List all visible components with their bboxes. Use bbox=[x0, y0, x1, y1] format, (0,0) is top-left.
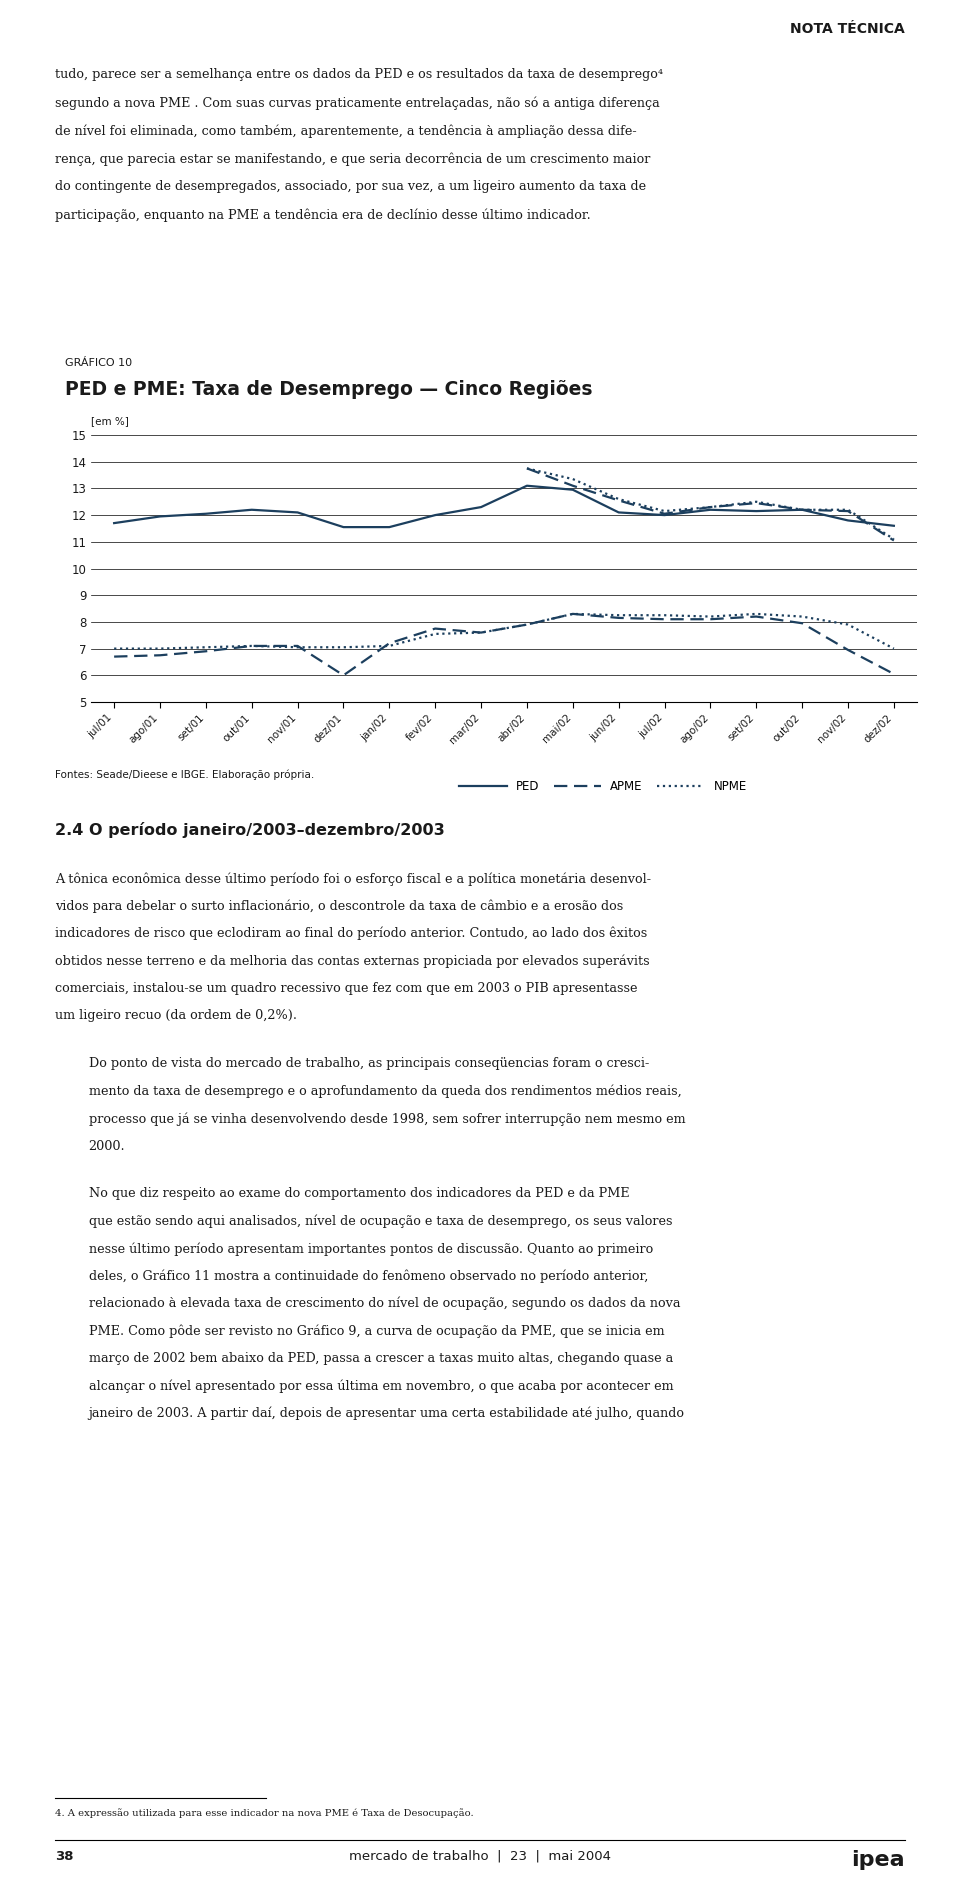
Legend: PED, APME, NPME: PED, APME, NPME bbox=[454, 775, 752, 798]
Text: 4. A expressão utilizada para esse indicador na nova PME é Taxa de Desocupação.: 4. A expressão utilizada para esse indic… bbox=[55, 1809, 473, 1818]
Text: alcançar o nível apresentado por essa última em novembro, o que acaba por aconte: alcançar o nível apresentado por essa úl… bbox=[88, 1380, 673, 1393]
Text: A tônica econômica desse último período foi o esforço fiscal e a política monetá: A tônica econômica desse último período … bbox=[55, 871, 651, 886]
Text: participação, enquanto na PME a tendência era de declínio desse último indicador: participação, enquanto na PME a tendênci… bbox=[55, 209, 590, 222]
Text: vidos para debelar o surto inflacionário, o descontrole da taxa de câmbio e a er: vidos para debelar o surto inflacionário… bbox=[55, 900, 623, 913]
Text: PME. Como pôde ser revisto no Gráfico 9, a curva de ocupação da PME, que se inic: PME. Como pôde ser revisto no Gráfico 9,… bbox=[88, 1325, 664, 1338]
Text: um ligeiro recuo (da ordem de 0,2%).: um ligeiro recuo (da ordem de 0,2%). bbox=[55, 1009, 297, 1022]
Text: tudo, parece ser a semelhança entre os dados da PED e os resultados da taxa de d: tudo, parece ser a semelhança entre os d… bbox=[55, 68, 663, 81]
Text: março de 2002 bem abaixo da PED, passa a crescer a taxas muito altas, chegando q: março de 2002 bem abaixo da PED, passa a… bbox=[88, 1351, 673, 1364]
Text: segundo a nova PME . Com suas curvas praticamente entrelaçadas, não só a antiga : segundo a nova PME . Com suas curvas pra… bbox=[55, 96, 660, 109]
Text: GRÁFICO 10: GRÁFICO 10 bbox=[64, 358, 132, 369]
Text: 2000.: 2000. bbox=[88, 1139, 125, 1152]
Text: obtidos nesse terreno e da melhoria das contas externas propiciada por elevados : obtidos nesse terreno e da melhoria das … bbox=[55, 954, 650, 967]
Text: indicadores de risco que eclodiram ao final do período anterior. Contudo, ao lad: indicadores de risco que eclodiram ao fi… bbox=[55, 928, 647, 941]
Text: do contingente de desempregados, associado, por sua vez, a um ligeiro aumento da: do contingente de desempregados, associa… bbox=[55, 181, 646, 194]
Text: janeiro de 2003. A partir daí, depois de apresentar uma certa estabilidade até j: janeiro de 2003. A partir daí, depois de… bbox=[88, 1408, 684, 1421]
Text: mercado de trabalho  |  23  |  mai 2004: mercado de trabalho | 23 | mai 2004 bbox=[349, 1850, 611, 1863]
Text: 38: 38 bbox=[55, 1850, 74, 1863]
Text: deles, o Gráfico 11 mostra a continuidade do fenômeno observado no período anter: deles, o Gráfico 11 mostra a continuidad… bbox=[88, 1270, 648, 1284]
Text: relacionado à elevada taxa de crescimento do nível de ocupação, segundo os dados: relacionado à elevada taxa de cresciment… bbox=[88, 1297, 680, 1310]
Text: processo que já se vinha desenvolvendo desde 1998, sem sofrer interrupção nem me: processo que já se vinha desenvolvendo d… bbox=[88, 1112, 685, 1125]
Text: rença, que parecia estar se manifestando, e que seria decorrência de um crescime: rença, que parecia estar se manifestando… bbox=[55, 152, 650, 166]
Text: comerciais, instalou-se um quadro recessivo que fez com que em 2003 o PIB aprese: comerciais, instalou-se um quadro recess… bbox=[55, 982, 637, 996]
Text: de nível foi eliminada, como também, aparentemente, a tendência à ampliação dess: de nível foi eliminada, como também, apa… bbox=[55, 124, 636, 137]
Text: mento da taxa de desemprego e o aprofundamento da queda dos rendimentos médios r: mento da taxa de desemprego e o aprofund… bbox=[88, 1084, 682, 1097]
Text: ipea: ipea bbox=[852, 1850, 905, 1871]
Text: Fontes: Seade/Dieese e IBGE. Elaboração própria.: Fontes: Seade/Dieese e IBGE. Elaboração … bbox=[55, 770, 314, 781]
Text: 2.4 O período janeiro/2003–dezembro/2003: 2.4 O período janeiro/2003–dezembro/2003 bbox=[55, 822, 444, 837]
Text: [em %]: [em %] bbox=[91, 416, 129, 425]
Text: que estão sendo aqui analisados, nível de ocupação e taxa de desemprego, os seus: que estão sendo aqui analisados, nível d… bbox=[88, 1214, 672, 1227]
Text: PED e PME: Taxa de Desemprego — Cinco Regiões: PED e PME: Taxa de Desemprego — Cinco Re… bbox=[64, 380, 592, 399]
Text: Do ponto de vista do mercado de trabalho, as principais conseqüencias foram o cr: Do ponto de vista do mercado de trabalho… bbox=[88, 1058, 649, 1071]
Text: No que diz respeito ao exame do comportamento dos indicadores da PED e da PME: No que diz respeito ao exame do comporta… bbox=[88, 1188, 629, 1201]
Text: NOTA TÉCNICA: NOTA TÉCNICA bbox=[790, 23, 905, 36]
Text: nesse último período apresentam importantes pontos de discussão. Quanto ao prime: nesse último período apresentam importan… bbox=[88, 1242, 653, 1255]
